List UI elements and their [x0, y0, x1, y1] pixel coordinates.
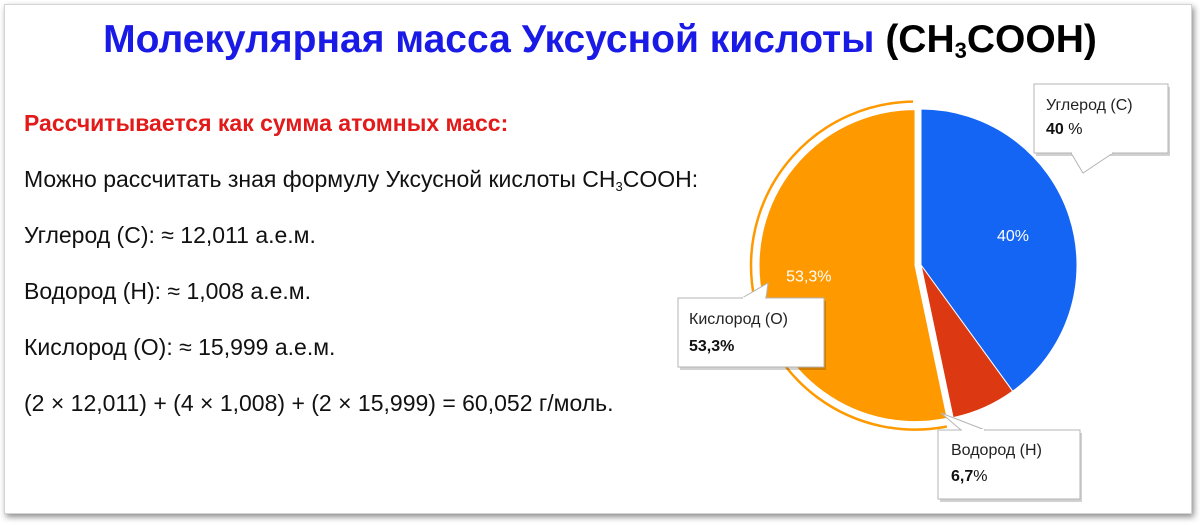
callout-pointer [1070, 152, 1115, 174]
callout-2: Кислород (O) 53,3% [677, 282, 826, 370]
callout-label: Водород (H) [951, 442, 1042, 459]
callout-value: 6,7% [951, 468, 987, 485]
hydrogen-line: Водород (H): ≈ 1,008 а.е.м. [24, 278, 311, 304]
callout-box [677, 297, 825, 368]
carbon-line: Углерод (C): ≈ 12,011 а.е.м. [24, 222, 316, 248]
slice-label-2: 53,3% [786, 269, 831, 286]
slice-label-0: 40% [997, 228, 1029, 245]
callout-box [1033, 83, 1169, 154]
oxygen-line: Кислород (O): ≈ 15,999 а.е.м. [24, 334, 336, 360]
formula-line-sub: 3 [615, 179, 623, 194]
oxygen-highlight-ring [749, 100, 948, 431]
title-formula-open: (CH [885, 18, 955, 61]
title-formula-close: COOH) [966, 18, 1097, 61]
callout-0: Углерод (C) 40 % [1033, 83, 1170, 174]
title-formula-sub: 3 [954, 38, 967, 63]
callout-value: 53,3% [689, 338, 734, 355]
page-title: Молекулярная масса Уксусной кислоты (CH3… [0, 18, 1200, 64]
sum-line: (2 × 12,011) + (4 × 1,008) + (2 × 15,999… [24, 390, 614, 416]
formula-line-post: COOH: [622, 166, 699, 192]
callout-pointer [740, 282, 769, 299]
title-main: Молекулярная масса Уксусной кислоты [103, 18, 875, 61]
callout-box [937, 429, 1081, 500]
callout-label: Углерод (C) [1046, 97, 1133, 114]
formula-line: Можно рассчитать зная формулу Уксусной к… [24, 166, 698, 194]
pie-slice-0[interactable] [920, 108, 1078, 392]
subheading: Рассчитывается как сумма атомных масс: [24, 110, 509, 136]
callout-value: 40 % [1046, 121, 1082, 138]
callout-1: Водород (H) 6,7% [937, 412, 1082, 502]
title-formula: (CH3COOH) [885, 18, 1097, 63]
pie-slice-2[interactable] [758, 109, 948, 423]
formula-line-pre: Можно рассчитать зная формулу Уксусной к… [24, 166, 616, 192]
callout-label: Кислород (O) [689, 311, 788, 328]
